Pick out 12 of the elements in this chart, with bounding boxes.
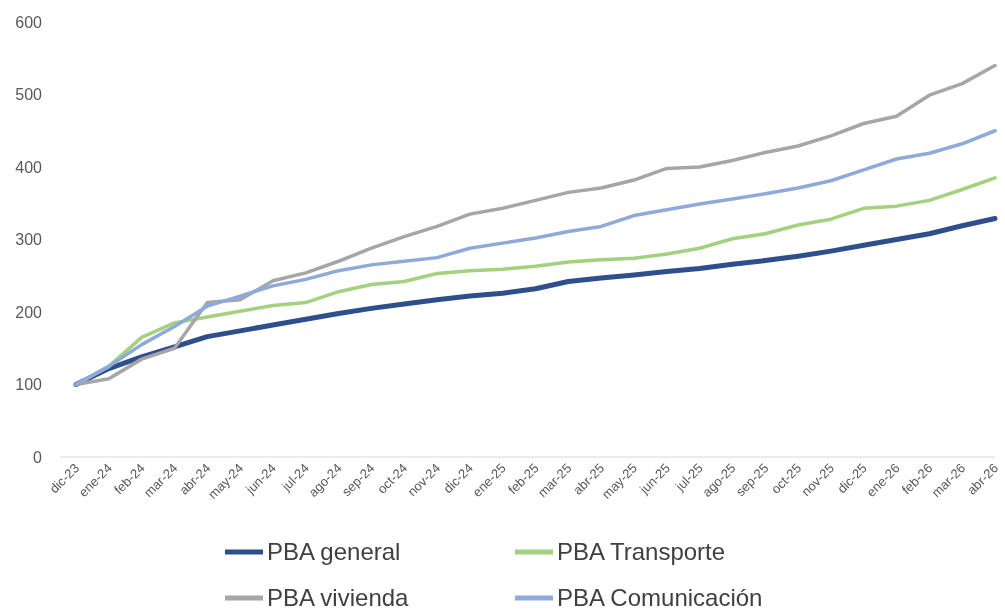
legend-label: PBA Transporte xyxy=(557,538,726,566)
line-series xyxy=(74,129,997,387)
y-tick-label: 100 xyxy=(15,376,43,394)
legend-label: PBA vivienda xyxy=(267,584,410,610)
y-tick-label: 200 xyxy=(15,303,43,321)
y-tick-label: 400 xyxy=(15,158,43,176)
y-tick-label: 300 xyxy=(15,231,43,249)
legend-label: PBA Comunicación xyxy=(557,584,763,610)
y-tick-label: 500 xyxy=(15,86,43,104)
y-tick-label: 600 xyxy=(15,13,43,31)
y-tick-label: 0 xyxy=(33,448,43,466)
legend-label: PBA general xyxy=(267,538,401,566)
